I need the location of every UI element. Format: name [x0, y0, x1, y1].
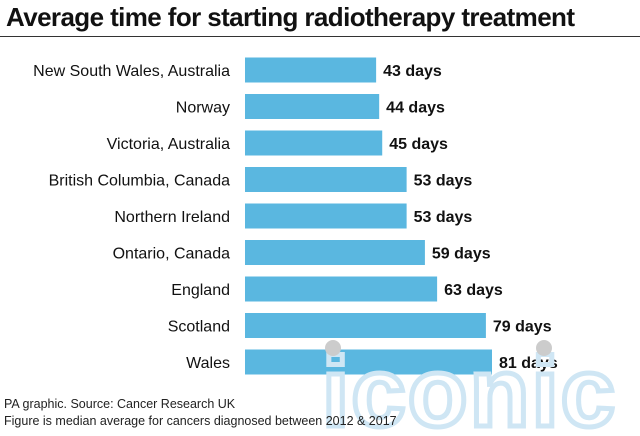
category-label: Northern Ireland: [114, 209, 230, 226]
watermark-dot-icon: [536, 340, 552, 356]
value-label: 81 days: [499, 355, 558, 372]
bar: [245, 240, 425, 265]
watermark-logo: iconic: [320, 335, 618, 431]
methodology-note: Figure is median average for cancers dia…: [4, 414, 397, 428]
source-note: PA graphic. Source: Cancer Research UK: [4, 397, 236, 411]
watermark-dot-icon: [325, 340, 341, 356]
value-label: 45 days: [389, 136, 448, 153]
bar: [245, 313, 486, 338]
value-label: 63 days: [444, 282, 503, 299]
bar: [245, 130, 383, 156]
bar: [245, 276, 438, 302]
bar: [245, 57, 377, 83]
category-label: Victoria, Australia: [107, 136, 230, 153]
category-label: Ontario, Canada: [113, 246, 231, 263]
category-label: England: [171, 282, 230, 299]
bar: [245, 349, 492, 375]
value-label: 59 days: [432, 246, 491, 263]
value-label: 44 days: [386, 100, 445, 117]
value-label: 53 days: [414, 173, 473, 190]
category-label: New South Wales, Australia: [33, 63, 230, 80]
chart-title: Average time for starting radiotherapy t…: [6, 2, 575, 32]
title-divider: [0, 36, 640, 37]
watermark-text: iconic: [322, 337, 617, 430]
value-label: 79 days: [493, 319, 552, 336]
category-label: Wales: [186, 355, 230, 372]
value-label: 43 days: [383, 63, 442, 80]
value-label: 53 days: [414, 209, 473, 226]
category-label: Norway: [176, 100, 230, 117]
chart-footer: PA graphic. Source: Cancer Research UK F…: [4, 396, 397, 430]
bar: [245, 94, 380, 119]
bar: [245, 167, 407, 192]
bar: [245, 203, 407, 229]
category-label: Scotland: [168, 319, 230, 336]
category-label: British Columbia, Canada: [49, 173, 231, 190]
